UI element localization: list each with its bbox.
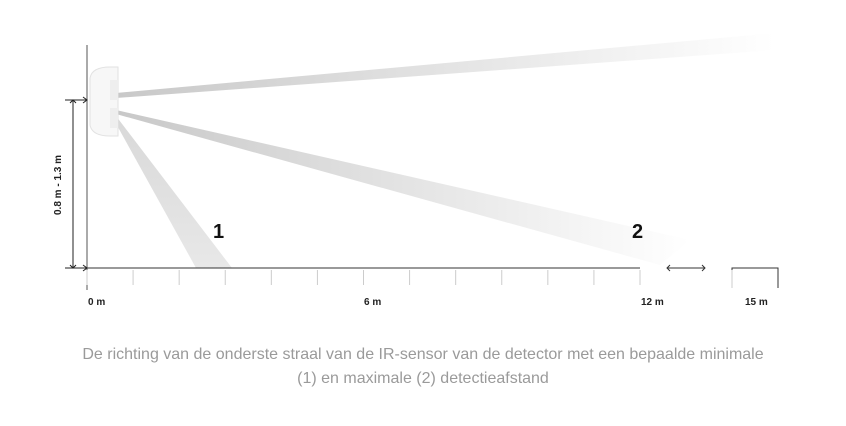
distance-label-12m: 12 m (641, 297, 664, 308)
detector-device (89, 66, 119, 137)
caption-line-2: (1) en maximale (2) detectieafstand (297, 370, 549, 387)
far-axis-segment (731, 267, 779, 288)
distance-ticks (86, 270, 641, 285)
zone-label-2: 2 (632, 221, 643, 243)
middle-beam-max (116, 110, 690, 265)
height-label: 0.8 m - 1.3 m (53, 155, 64, 215)
zone-label-1: 1 (213, 221, 224, 243)
gap-arrow-heads (666, 264, 706, 272)
caption: De richting van de onderste straal van d… (0, 343, 846, 391)
distance-label-15m: 15 m (745, 297, 768, 308)
lower-beam-min (114, 116, 232, 268)
upper-beam (116, 33, 775, 98)
height-dimension (65, 96, 88, 272)
distance-label-6m: 6 m (364, 297, 381, 308)
distance-label-0m: 0 m (88, 297, 105, 308)
caption-line-1: De richting van de onderste straal van d… (82, 346, 764, 363)
